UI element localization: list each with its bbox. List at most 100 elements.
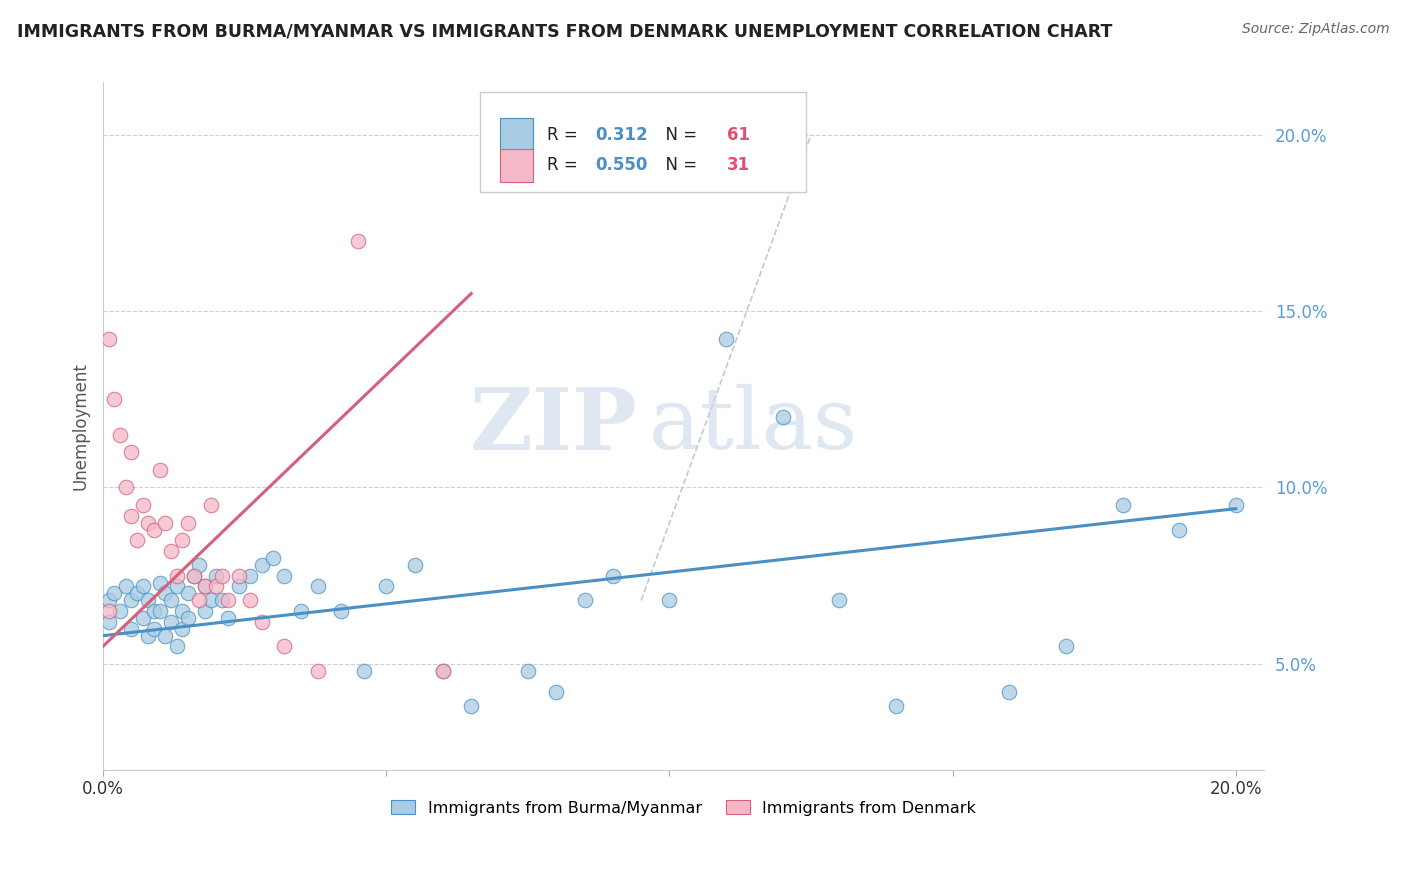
Point	[149, 575, 172, 590]
Point	[273, 639, 295, 653]
Point	[330, 604, 353, 618]
Point	[1054, 639, 1077, 653]
Text: Source: ZipAtlas.com: Source: ZipAtlas.com	[1241, 22, 1389, 37]
Point	[1168, 523, 1191, 537]
Text: ZIP: ZIP	[470, 384, 637, 467]
Point	[108, 604, 131, 618]
Point	[132, 579, 155, 593]
Point	[143, 523, 166, 537]
Point	[166, 568, 188, 582]
Point	[97, 604, 120, 618]
Point	[97, 615, 120, 629]
Point	[998, 685, 1021, 699]
Point	[108, 427, 131, 442]
Point	[194, 579, 217, 593]
Point	[138, 629, 160, 643]
Point	[120, 508, 142, 523]
FancyBboxPatch shape	[501, 149, 533, 182]
Text: IMMIGRANTS FROM BURMA/MYANMAR VS IMMIGRANTS FROM DENMARK UNEMPLOYMENT CORRELATIO: IMMIGRANTS FROM BURMA/MYANMAR VS IMMIGRA…	[17, 22, 1112, 40]
Point	[143, 622, 166, 636]
Legend: Immigrants from Burma/Myanmar, Immigrants from Denmark: Immigrants from Burma/Myanmar, Immigrant…	[382, 792, 984, 823]
Y-axis label: Unemployment: Unemployment	[72, 362, 89, 490]
Point	[149, 604, 172, 618]
Point	[217, 611, 239, 625]
Point	[432, 664, 454, 678]
Point	[205, 568, 228, 582]
Point	[114, 481, 136, 495]
Point	[307, 664, 329, 678]
Point	[138, 516, 160, 530]
Text: atlas: atlas	[648, 384, 858, 467]
FancyBboxPatch shape	[501, 118, 533, 151]
Point	[262, 551, 284, 566]
Point	[307, 579, 329, 593]
Point	[200, 593, 222, 607]
Point	[772, 409, 794, 424]
Point	[132, 611, 155, 625]
Point	[460, 699, 482, 714]
Text: 31: 31	[727, 156, 749, 174]
Point	[114, 579, 136, 593]
Point	[143, 604, 166, 618]
Point	[290, 604, 312, 618]
Point	[546, 685, 568, 699]
Point	[160, 593, 183, 607]
Text: 61: 61	[727, 126, 749, 144]
Point	[166, 579, 188, 593]
Point	[200, 498, 222, 512]
Point	[160, 544, 183, 558]
Point	[127, 533, 149, 548]
Text: R =: R =	[547, 156, 582, 174]
Point	[273, 568, 295, 582]
Point	[188, 558, 211, 573]
Point	[658, 593, 681, 607]
Point	[211, 568, 233, 582]
Point	[172, 604, 194, 618]
Point	[97, 593, 120, 607]
Point	[250, 615, 273, 629]
Point	[103, 586, 125, 600]
Point	[188, 593, 211, 607]
Point	[228, 568, 250, 582]
Point	[250, 558, 273, 573]
Point	[120, 622, 142, 636]
Point	[347, 234, 370, 248]
Point	[132, 498, 155, 512]
Point	[404, 558, 426, 573]
Point	[217, 593, 239, 607]
Point	[166, 639, 188, 653]
Point	[172, 622, 194, 636]
Point	[160, 615, 183, 629]
Point	[120, 593, 142, 607]
Text: N =: N =	[655, 156, 702, 174]
Point	[155, 516, 177, 530]
Point	[194, 579, 217, 593]
Point	[97, 332, 120, 346]
Point	[432, 664, 454, 678]
Point	[183, 568, 205, 582]
Point	[149, 463, 172, 477]
Point	[239, 568, 262, 582]
Point	[194, 604, 217, 618]
FancyBboxPatch shape	[481, 92, 806, 192]
Point	[884, 699, 907, 714]
Point	[375, 579, 398, 593]
Point	[138, 593, 160, 607]
Point	[205, 579, 228, 593]
Point	[602, 568, 624, 582]
Point	[1111, 498, 1133, 512]
Point	[516, 664, 538, 678]
Point	[120, 445, 142, 459]
Point	[228, 579, 250, 593]
Point	[172, 533, 194, 548]
Point	[155, 629, 177, 643]
Text: R =: R =	[547, 126, 582, 144]
Text: 0.312: 0.312	[595, 126, 648, 144]
Point	[127, 586, 149, 600]
Point	[353, 664, 375, 678]
Point	[714, 332, 737, 346]
Point	[177, 611, 200, 625]
Point	[211, 593, 233, 607]
Text: 0.550: 0.550	[595, 156, 648, 174]
Point	[177, 586, 200, 600]
